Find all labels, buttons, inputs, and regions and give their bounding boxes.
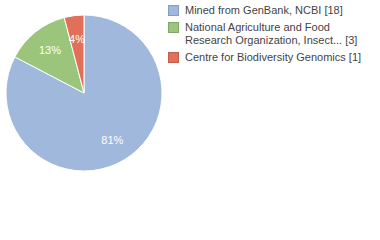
svg-text:81%: 81% [101, 134, 123, 146]
svg-text:4%: 4% [69, 33, 85, 45]
html-text:Centre for Biodiversity Genomi: Centre for Biodiversity Genomics [1] [185, 51, 362, 63]
html-text:National Agriculture and Food: National Agriculture and Food Research O… [185, 21, 358, 46]
svg-text:13%: 13% [39, 44, 61, 56]
html-text:Mined from GenBank, NCBI [18]: Mined from GenBank, NCBI [18] [185, 4, 343, 16]
